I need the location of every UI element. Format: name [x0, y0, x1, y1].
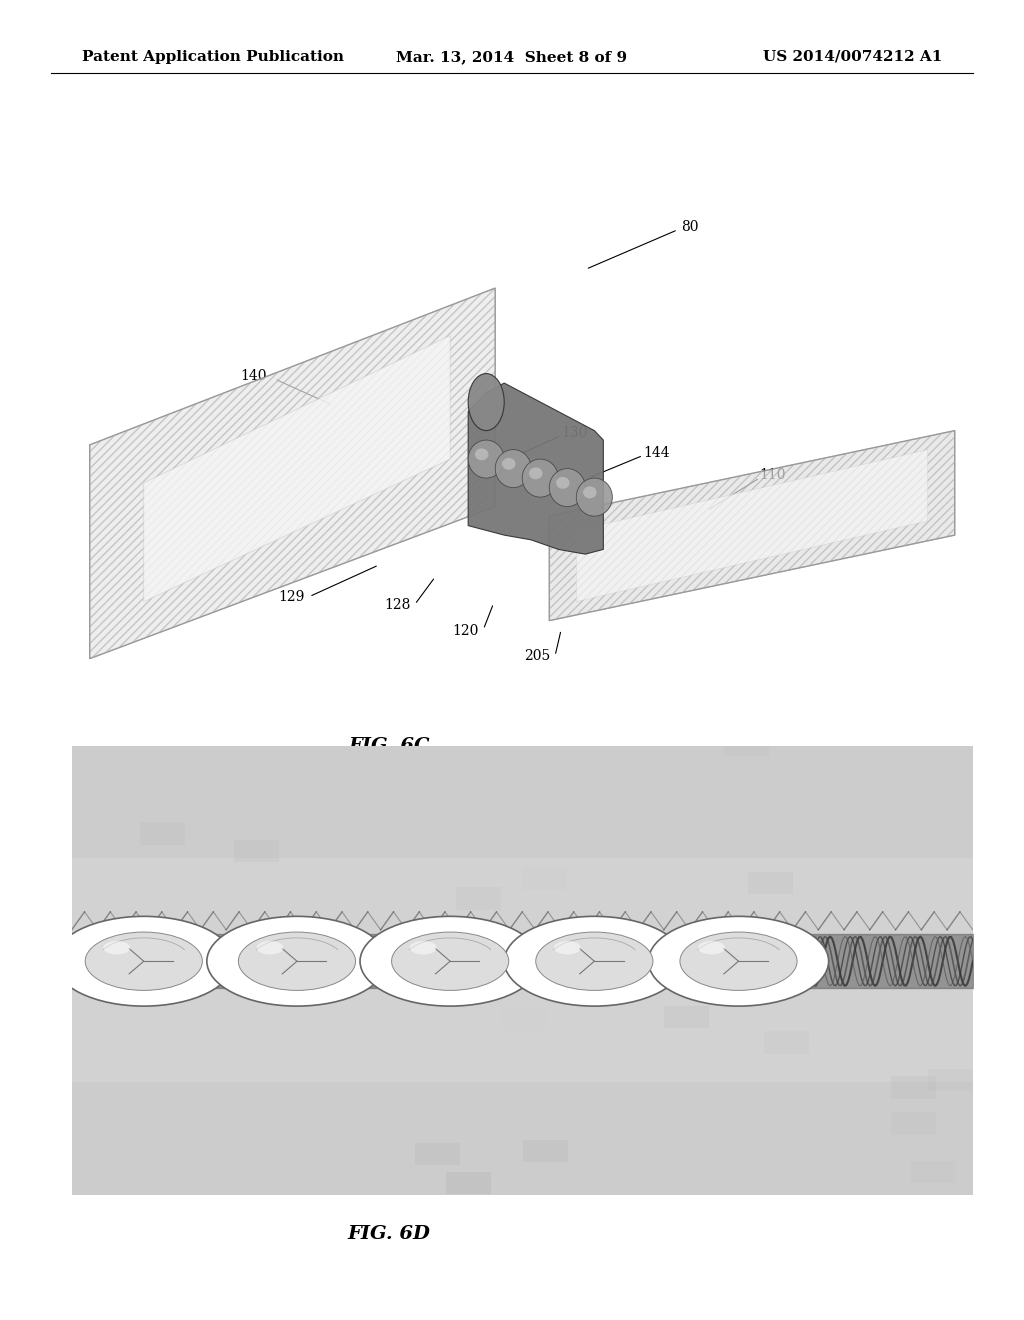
Polygon shape	[577, 450, 928, 602]
Ellipse shape	[549, 469, 586, 507]
Circle shape	[207, 916, 387, 1006]
Text: FIG. 6D: FIG. 6D	[348, 1225, 430, 1243]
Ellipse shape	[556, 477, 569, 488]
Polygon shape	[549, 430, 954, 620]
Ellipse shape	[583, 486, 597, 498]
Polygon shape	[90, 288, 496, 659]
Circle shape	[648, 916, 828, 1006]
Polygon shape	[720, 987, 765, 1010]
Ellipse shape	[468, 440, 504, 478]
Polygon shape	[724, 733, 769, 755]
Text: 138: 138	[193, 1065, 219, 1078]
Ellipse shape	[529, 467, 543, 479]
Polygon shape	[665, 1006, 710, 1028]
Text: 140: 140	[241, 370, 267, 383]
Circle shape	[103, 941, 130, 954]
Polygon shape	[72, 746, 973, 1195]
Circle shape	[504, 916, 684, 1006]
Ellipse shape	[468, 374, 504, 430]
Polygon shape	[891, 1076, 936, 1098]
Circle shape	[391, 932, 509, 990]
Polygon shape	[748, 873, 793, 895]
Text: 130: 130	[312, 924, 339, 937]
Polygon shape	[321, 969, 366, 991]
Circle shape	[536, 932, 653, 990]
Polygon shape	[522, 867, 567, 890]
Text: 120: 120	[215, 911, 242, 924]
Circle shape	[680, 932, 797, 990]
Ellipse shape	[522, 459, 558, 498]
Text: 205: 205	[524, 649, 551, 663]
Text: 120: 120	[453, 624, 479, 638]
Circle shape	[698, 941, 725, 954]
Text: FIG. 6C: FIG. 6C	[348, 737, 430, 755]
Circle shape	[256, 941, 284, 954]
Polygon shape	[456, 887, 501, 909]
Ellipse shape	[577, 478, 612, 516]
Ellipse shape	[502, 458, 515, 470]
Polygon shape	[415, 1143, 460, 1166]
Circle shape	[239, 932, 355, 990]
Circle shape	[85, 932, 203, 990]
Polygon shape	[72, 858, 973, 1082]
Polygon shape	[928, 1069, 973, 1092]
Polygon shape	[468, 383, 603, 554]
Text: 144: 144	[643, 446, 670, 459]
Text: 80: 80	[681, 220, 698, 234]
Circle shape	[554, 941, 581, 954]
Polygon shape	[764, 1031, 809, 1053]
Polygon shape	[140, 822, 185, 845]
Ellipse shape	[475, 449, 488, 461]
Polygon shape	[523, 1140, 568, 1163]
Text: 110: 110	[760, 469, 786, 482]
Polygon shape	[711, 937, 756, 960]
Ellipse shape	[496, 450, 531, 487]
Circle shape	[360, 916, 541, 1006]
Polygon shape	[143, 335, 451, 602]
Text: 130: 130	[561, 426, 588, 440]
Polygon shape	[502, 1008, 547, 1031]
Text: 128: 128	[384, 598, 411, 611]
Polygon shape	[910, 1162, 955, 1184]
Text: Mar. 13, 2014  Sheet 8 of 9: Mar. 13, 2014 Sheet 8 of 9	[396, 50, 628, 63]
Text: Patent Application Publication: Patent Application Publication	[82, 50, 344, 63]
Circle shape	[410, 941, 436, 954]
Polygon shape	[234, 840, 280, 862]
Polygon shape	[891, 1113, 936, 1135]
Text: 134: 134	[548, 925, 574, 939]
Polygon shape	[445, 1172, 490, 1195]
Text: US 2014/0074212 A1: US 2014/0074212 A1	[763, 50, 942, 63]
Circle shape	[53, 916, 233, 1006]
Polygon shape	[256, 952, 301, 974]
Text: 129: 129	[279, 590, 305, 603]
